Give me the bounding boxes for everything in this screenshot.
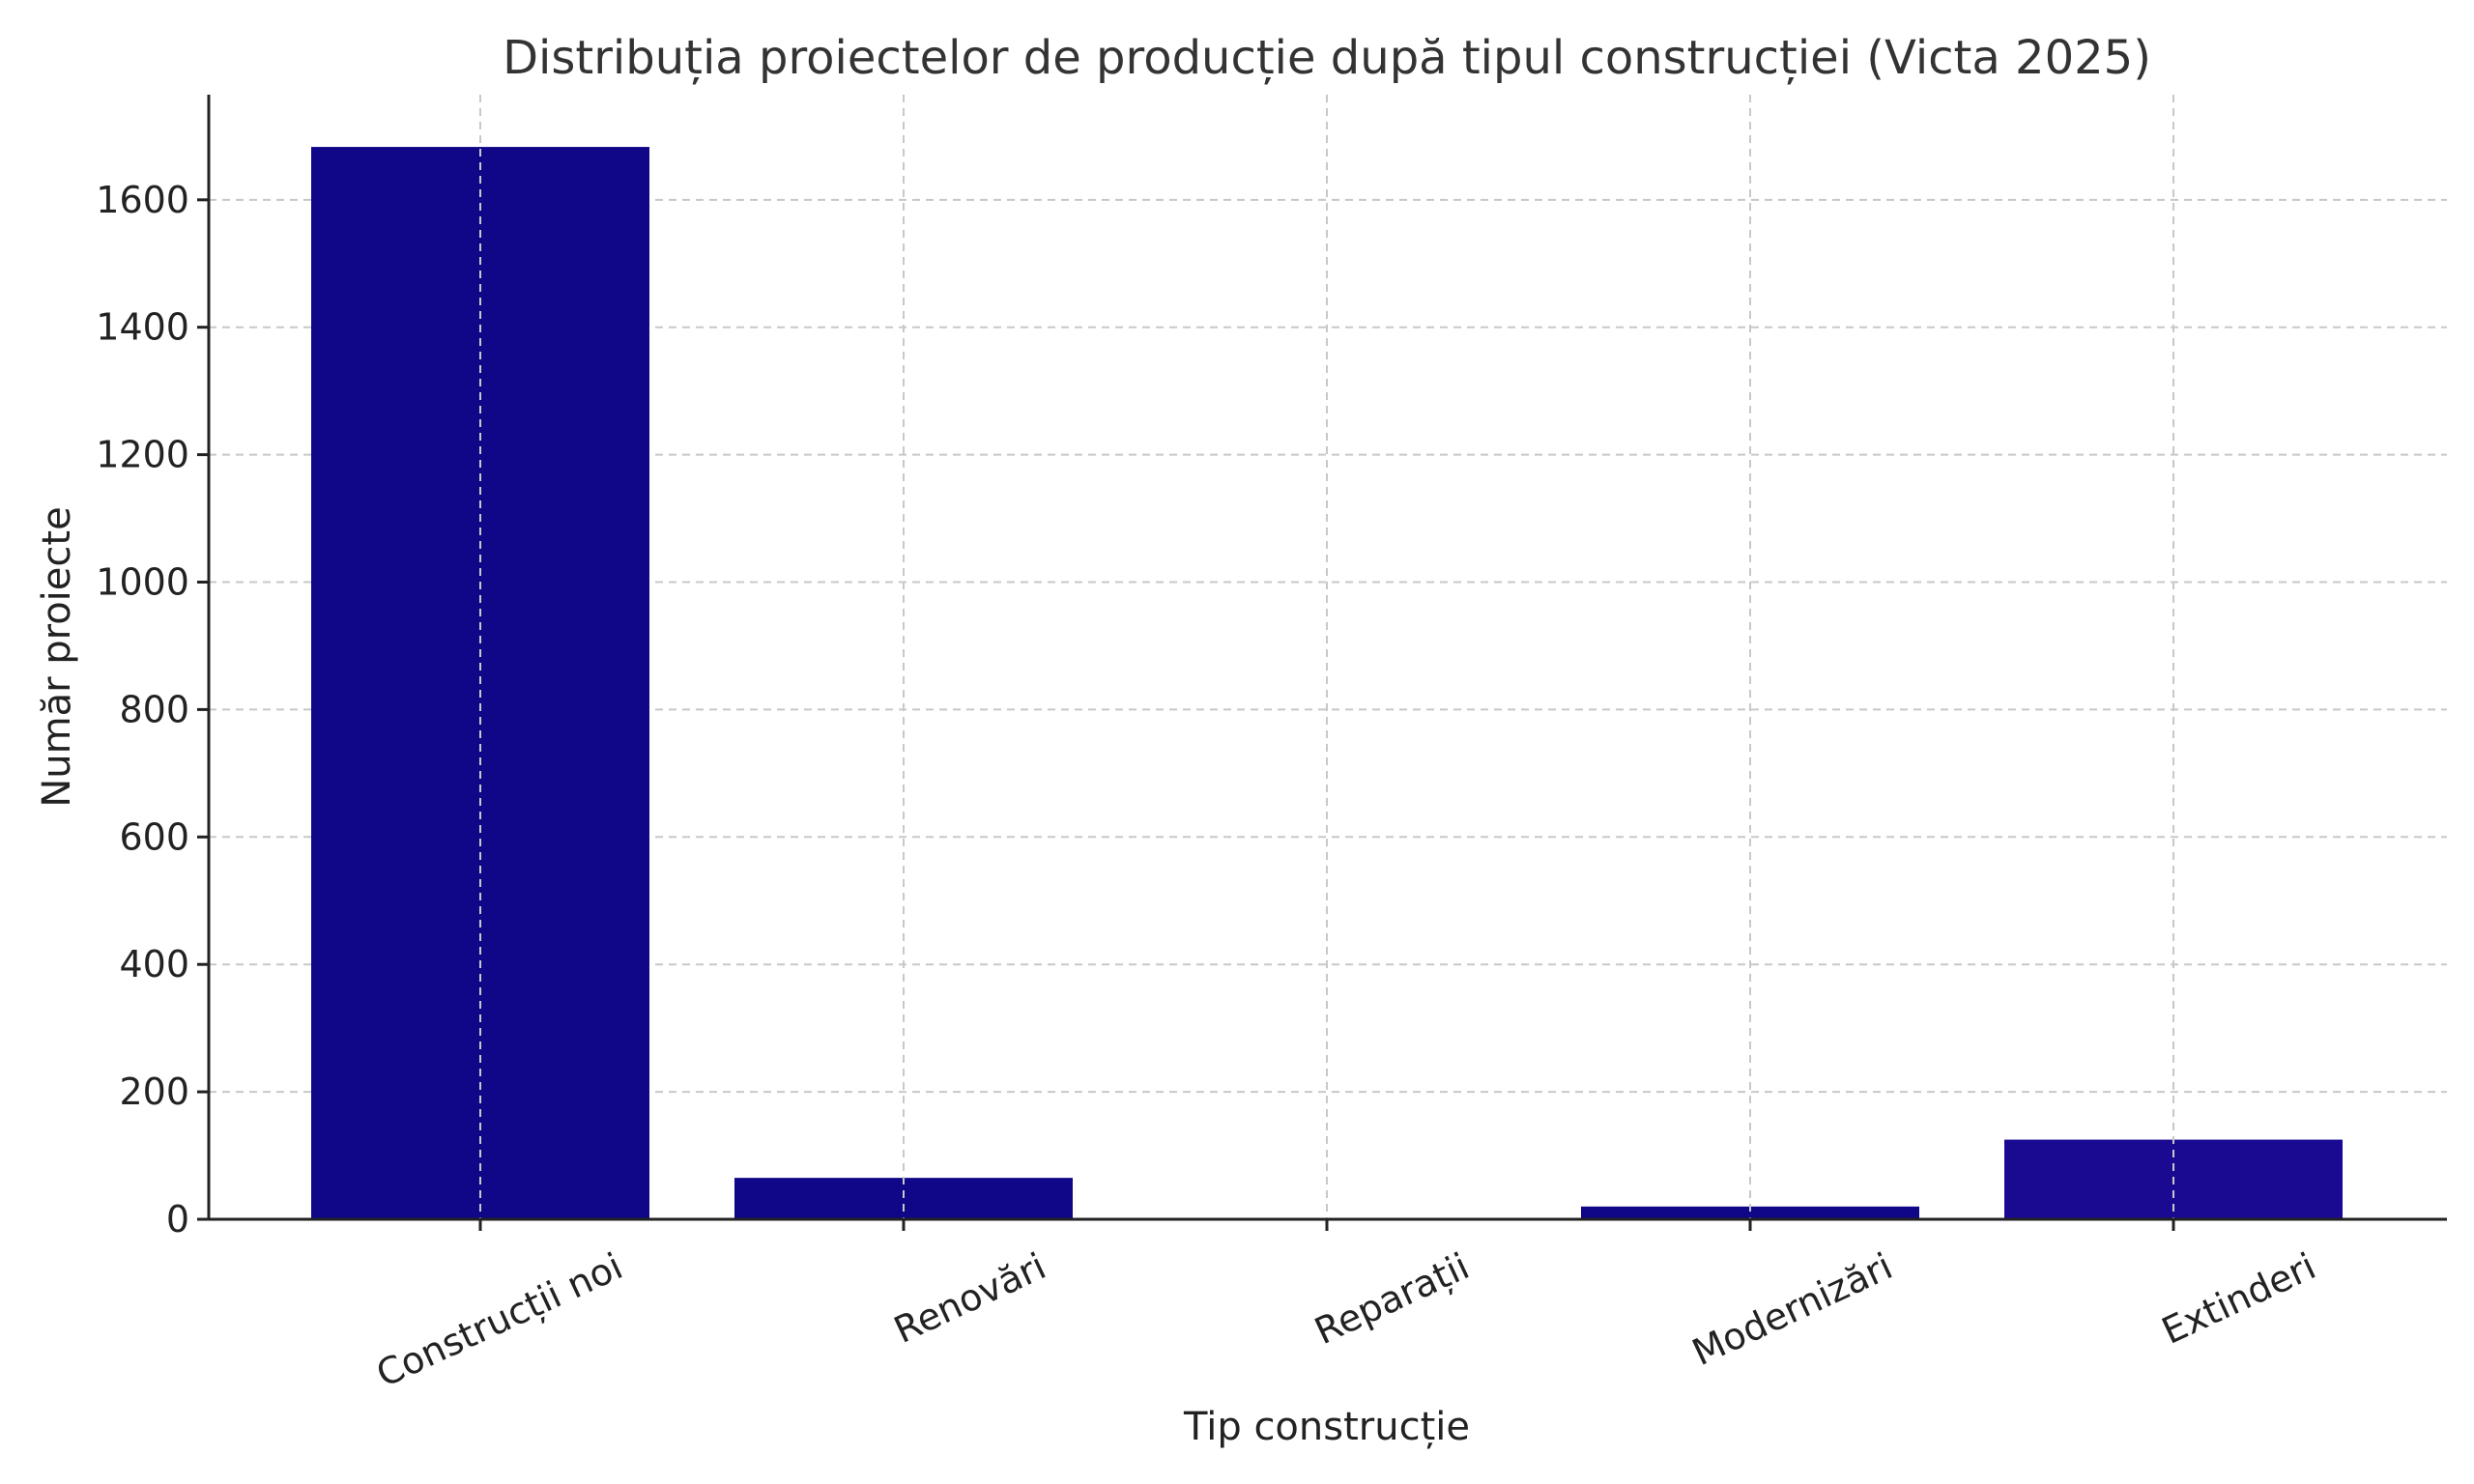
y-tick-label: 200	[119, 1070, 189, 1113]
x-tick-label: Construcții noi	[370, 1244, 629, 1395]
x-tick-label: Renovări	[888, 1244, 1052, 1352]
bar	[734, 1178, 1073, 1219]
x-tick-label: Extinderi	[2155, 1244, 2321, 1353]
bar	[1581, 1206, 1919, 1219]
bars-layer	[311, 95, 2343, 1220]
x-tick-label: Reparații	[1309, 1244, 1476, 1353]
y-tick-label: 400	[119, 943, 189, 985]
x-tick-label: Modernizări	[1686, 1244, 1899, 1374]
y-tick-label: 0	[166, 1198, 189, 1241]
chart-title: Distribuția proiectelor de producție dup…	[503, 31, 2151, 85]
y-tick-label: 600	[119, 815, 189, 858]
x-axis-label: Tip construcție	[1183, 1405, 1470, 1449]
y-tick-label: 1600	[96, 179, 189, 221]
y-tick-label: 1200	[96, 434, 189, 476]
y-tick-label: 1000	[96, 561, 189, 604]
y-axis-label: Număr proiecte	[35, 506, 79, 807]
y-tick-label: 800	[119, 688, 189, 730]
y-tick-label: 1400	[96, 306, 189, 349]
